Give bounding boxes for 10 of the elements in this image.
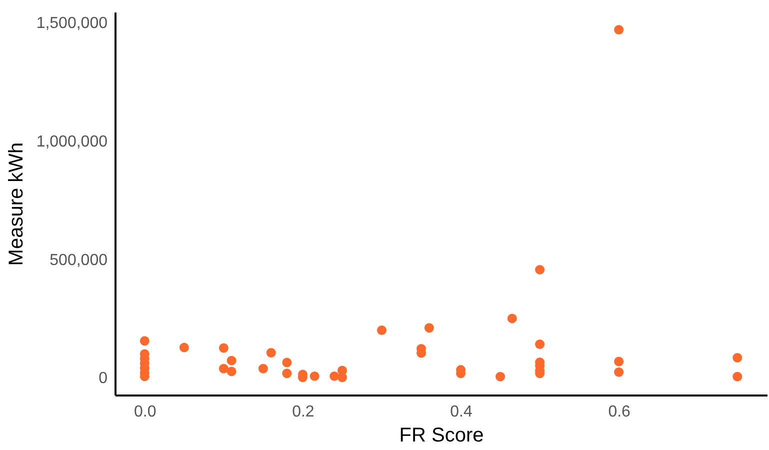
x-tick-label: 0.2 — [292, 404, 314, 420]
y-tick-label: 0 — [98, 370, 108, 388]
x-tick-label: 0.0 — [134, 404, 156, 420]
x-tick-label: 0.6 — [608, 404, 631, 420]
y-axis-title: Measure kWh — [5, 142, 28, 266]
x-axis-title: FR Score — [399, 424, 484, 446]
x-tick-label: 0.4 — [450, 404, 472, 420]
y-tick-label: 1,000,000 — [36, 133, 108, 150]
y-tick-label: 500,000 — [50, 252, 108, 269]
y-tick-label: 1,500,000 — [36, 15, 108, 32]
